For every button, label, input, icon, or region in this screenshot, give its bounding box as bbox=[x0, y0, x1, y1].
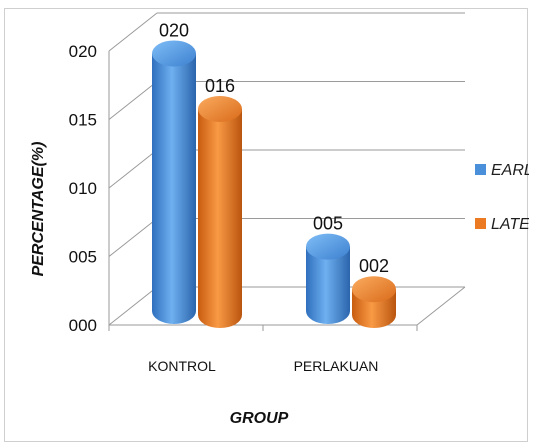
bar-early-perlakuan bbox=[306, 233, 350, 324]
bar-late-perlakuan bbox=[352, 276, 396, 328]
chart-frame: 000 005 010 015 020 020 016 005 002 KONTROL PERL… bbox=[4, 8, 529, 442]
x-axis-categories: KONTROL PERLAKUAN bbox=[148, 358, 378, 374]
side-wall-gridline bbox=[108, 81, 158, 120]
floor-right-edge bbox=[416, 286, 466, 326]
bar-body bbox=[198, 108, 242, 329]
y-tick-label: 010 bbox=[69, 179, 97, 198]
data-label: 002 bbox=[359, 256, 389, 276]
bar-late-kontrol bbox=[198, 95, 242, 329]
y-axis-label: PERCENTAGE(%) bbox=[30, 142, 47, 277]
legend-swatch-early bbox=[475, 164, 486, 175]
y-tick-label: 000 bbox=[69, 316, 97, 335]
category-label: KONTROL bbox=[148, 358, 216, 374]
x-axis-label: GROUP bbox=[230, 410, 289, 427]
bar-top bbox=[152, 40, 196, 67]
y-tick-label: 020 bbox=[69, 42, 97, 61]
legend-label-late: LATE bbox=[491, 216, 529, 233]
legend-label-early: EARLY bbox=[491, 162, 529, 179]
data-label: 020 bbox=[159, 20, 189, 40]
y-axis-ticks: 000 005 010 015 020 bbox=[69, 42, 97, 335]
side-wall-gridline bbox=[108, 286, 158, 326]
side-wall-gridline bbox=[108, 149, 158, 189]
bar-top bbox=[306, 233, 350, 260]
y-tick-label: 005 bbox=[69, 248, 97, 267]
bars: 020 016 005 002 bbox=[152, 20, 396, 329]
bar-early-kontrol bbox=[152, 40, 196, 324]
category-label: PERLAKUAN bbox=[294, 358, 379, 374]
data-label: 016 bbox=[205, 76, 235, 96]
legend: EARLY LATE bbox=[475, 162, 529, 233]
bar-body bbox=[306, 246, 350, 324]
bar-body bbox=[152, 53, 196, 324]
legend-swatch-late bbox=[475, 218, 486, 229]
y-tick-label: 015 bbox=[69, 111, 97, 130]
bar-top bbox=[352, 276, 396, 303]
side-wall-gridline bbox=[108, 218, 158, 257]
bar-chart: 000 005 010 015 020 020 016 005 002 KONTROL PERL… bbox=[30, 12, 529, 427]
side-wall-gridline bbox=[108, 12, 158, 52]
bar-top bbox=[198, 95, 242, 122]
data-label: 005 bbox=[313, 214, 343, 234]
